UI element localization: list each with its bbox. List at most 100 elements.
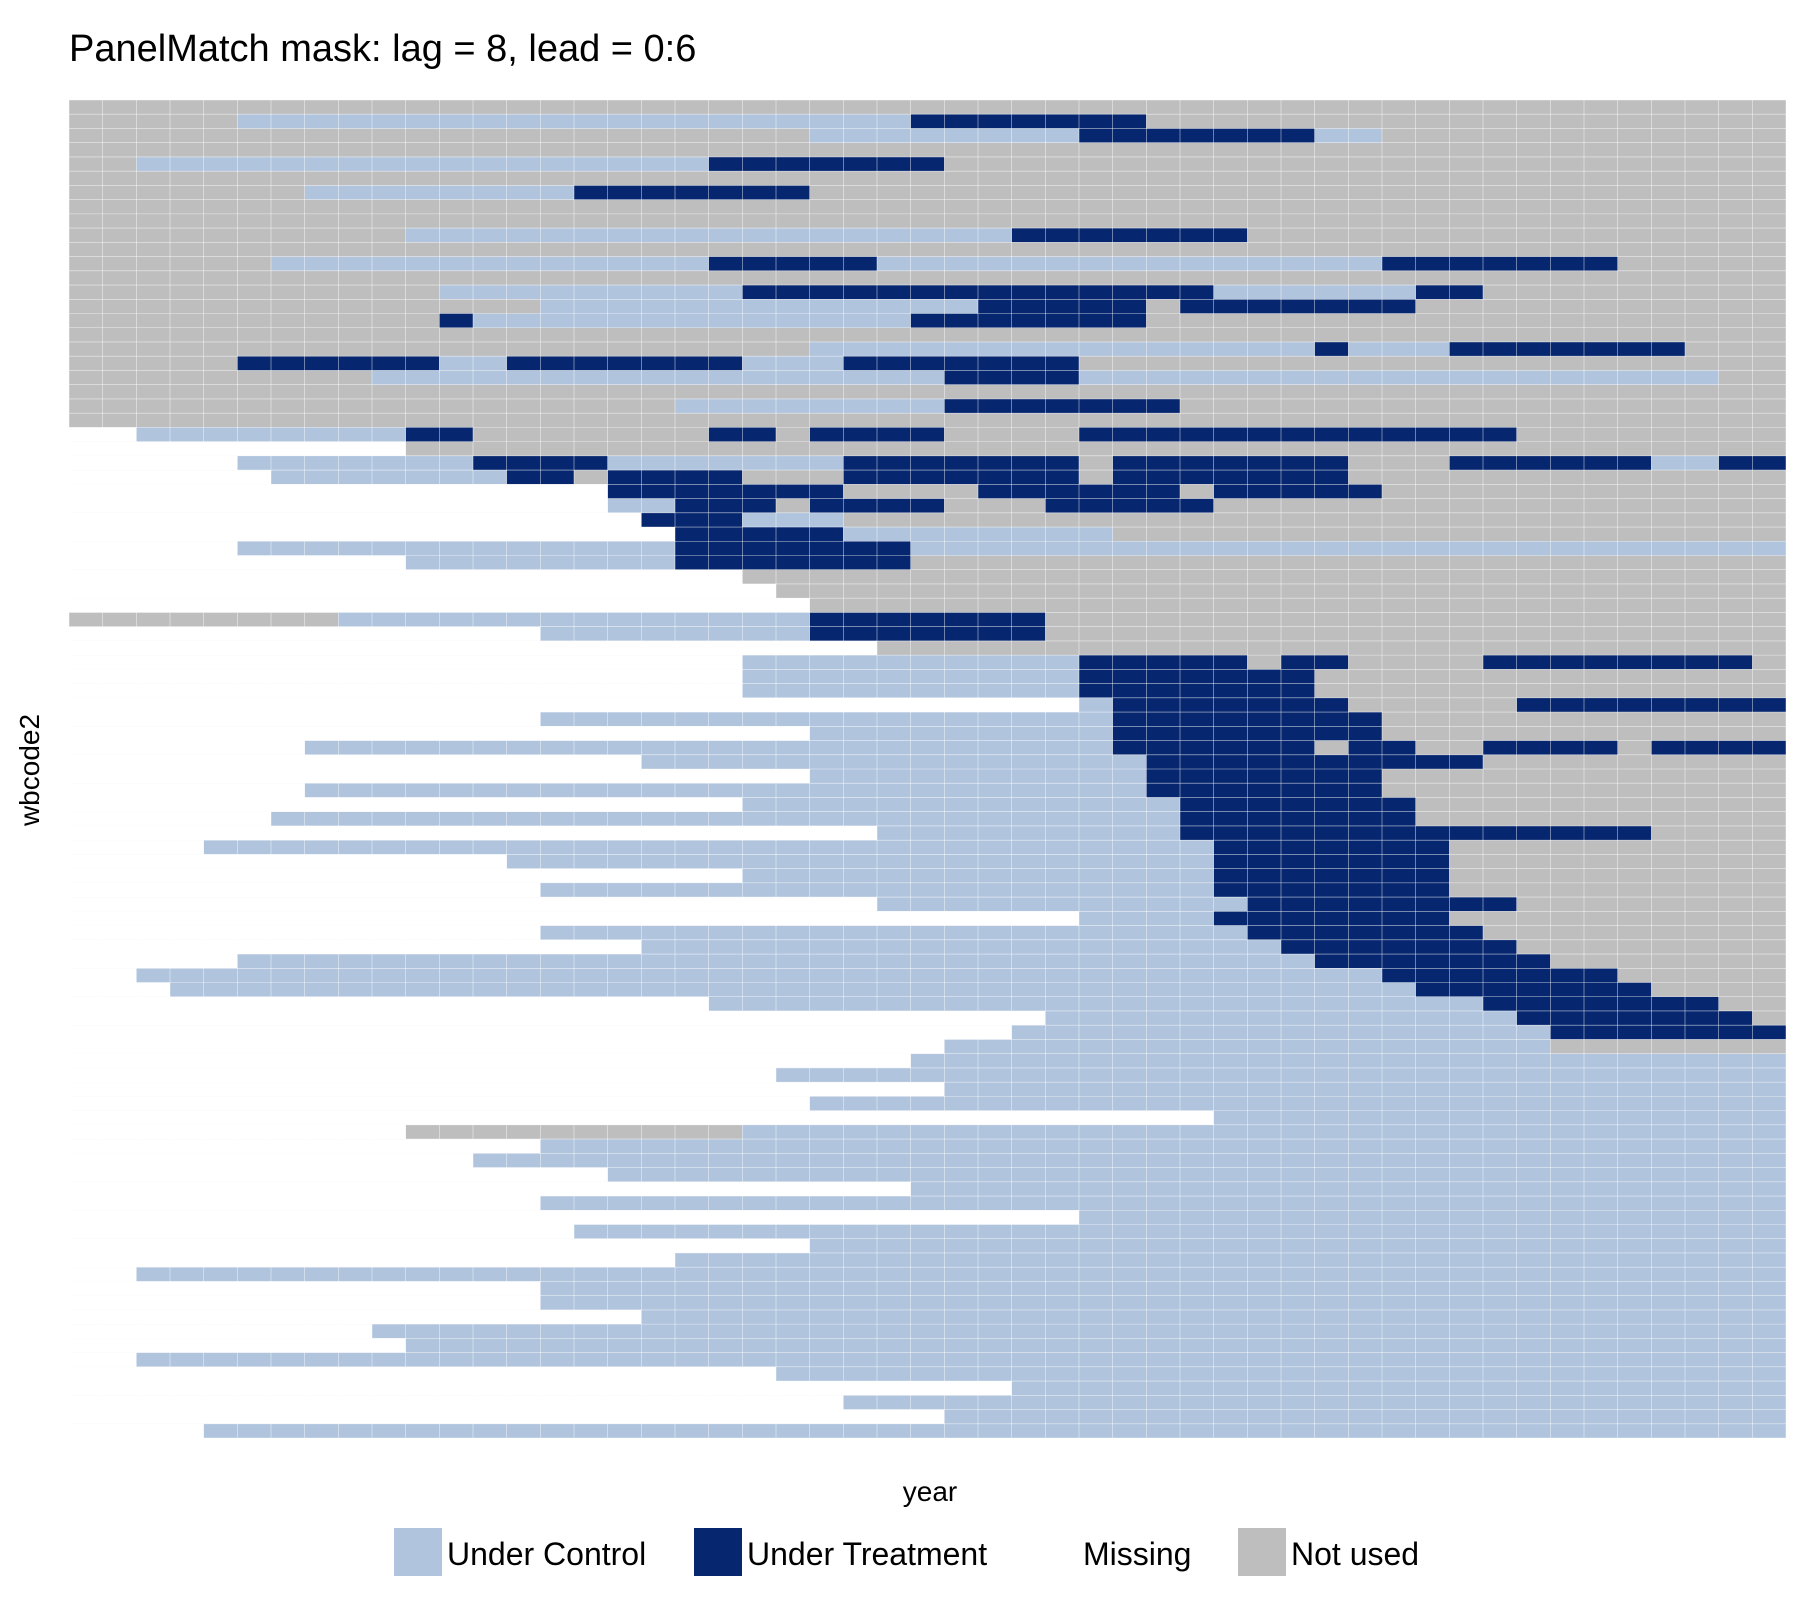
heatmap-cell-segment: [607, 1167, 1787, 1182]
heatmap-cell-segment: [1213, 911, 1450, 926]
heatmap-cell-segment: [1314, 954, 1551, 969]
heatmap-cell-segment: [1011, 1381, 1786, 1396]
heatmap-cell-segment: [641, 939, 1281, 955]
heatmap-cell-segment: [540, 1295, 1786, 1310]
heatmap-cell-segment: [271, 811, 1180, 826]
heatmap-cell-segment: [136, 1352, 1787, 1367]
heatmap-cell-segment: [69, 583, 776, 599]
heatmap-cell-segment: [1146, 769, 1180, 784]
heatmap-cell-segment: [1180, 825, 1416, 841]
heatmap-cell-segment: [708, 156, 945, 172]
heatmap-cell-segment: [843, 470, 1079, 485]
legend-swatch-not-used: [1238, 1528, 1286, 1576]
heatmap-gridlines: [68, 99, 1787, 1439]
legend-label-not-used: Not used: [1291, 1536, 1420, 1572]
heatmap-cell-segment: [271, 256, 709, 271]
heatmap-cell-segment: [1213, 484, 1382, 499]
heatmap-cell-segment: [1045, 498, 1214, 513]
heatmap-cell-segment: [69, 1309, 642, 1325]
heatmap-cell-segment: [809, 1096, 1786, 1111]
heatmap-cell-segment: [944, 398, 1180, 414]
heatmap-cell-segment: [1079, 669, 1315, 684]
heatmap-cell-segment: [69, 1053, 911, 1068]
heatmap-cell-segment: [69, 1324, 372, 1339]
heatmap-cell-segment: [69, 512, 642, 528]
heatmap-cell-segment: [203, 1423, 1786, 1438]
heatmap-cell-segment: [809, 612, 1046, 627]
heatmap-cell-segment: [1483, 996, 1719, 1011]
heatmap-cell-segment: [506, 854, 1214, 869]
heatmap-cell-segment: [1449, 341, 1685, 357]
heatmap-cell-segment: [540, 1139, 1786, 1154]
heatmap-cell-segment: [540, 1281, 1786, 1296]
heatmap-cell-segment: [1314, 341, 1349, 357]
heatmap-cell-segment: [1550, 1025, 1786, 1040]
heatmap-cell-segment: [607, 484, 844, 499]
heatmap-cell-segment: [1146, 754, 1315, 769]
heatmap-cell-segment: [877, 256, 1382, 271]
heatmap-cell-segment: [1079, 683, 1315, 698]
heatmap-cell-segment: [1180, 299, 1416, 314]
heatmap-cell-segment: [1213, 868, 1450, 883]
heatmap-cell-segment: [237, 455, 473, 471]
heatmap-cell-segment: [641, 512, 743, 528]
heatmap-cell-segment: [978, 299, 1147, 314]
heatmap-cell-segment: [69, 697, 1113, 713]
heatmap-cell-segment: [675, 541, 911, 556]
heatmap-cell-segment: [1382, 256, 1618, 271]
heatmap-cell-segment: [843, 356, 1079, 371]
heatmap-cell-segment: [136, 1267, 1787, 1282]
heatmap-cell-segment: [1079, 128, 1315, 143]
heatmap-cell-segment: [506, 356, 743, 371]
y-axis-label: wbcode2: [14, 713, 45, 827]
heatmap-cell-segment: [540, 299, 978, 314]
heatmap-cell-segment: [136, 156, 709, 172]
heatmap-cell-segment: [910, 114, 1147, 129]
heatmap-cell-segment: [675, 498, 776, 513]
heatmap-cell-segment: [237, 541, 675, 556]
legend-swatch-under-treatment: [694, 1528, 742, 1576]
heatmap-cell-segment: [742, 797, 1180, 812]
heatmap-cell-segment: [69, 1010, 1046, 1026]
legend-label-under-treatment: Under Treatment: [747, 1536, 988, 1572]
heatmap-cell-segment: [641, 754, 1147, 769]
heatmap-cell-segment: [69, 1395, 844, 1410]
heatmap-cell-segment: [1146, 783, 1382, 798]
heatmap-cell-segment: [1011, 228, 1248, 243]
heatmap-cell-segment: [1180, 811, 1416, 826]
heatmap-cell-segment: [809, 341, 1315, 357]
heatmap-cell-segment: [574, 185, 810, 200]
heatmap-cell-segment: [1247, 925, 1483, 940]
heatmap-cell-segment: [1079, 697, 1113, 713]
heatmap-cell-segment: [675, 527, 844, 542]
heatmap-cell-segment: [1213, 1110, 1786, 1125]
heatmap-cell-segment: [944, 1409, 1786, 1424]
heatmap-cell-segment: [136, 968, 1383, 983]
heatmap-cell-segment: [1281, 427, 1517, 442]
heatmap-cell-segment: [1079, 1210, 1786, 1225]
heatmap-cell-segment: [1213, 882, 1450, 898]
heatmap-cell-segment: [708, 256, 877, 271]
heatmap-cell-segment: [1314, 754, 1483, 769]
heatmap-cell-segment: [944, 1082, 1786, 1097]
heatmap-cell-segment: [877, 825, 1180, 841]
heatmap-cell-segment: [1382, 968, 1618, 983]
heatmap-cell-segment: [1281, 939, 1517, 955]
heatmap-cell-segment: [742, 1124, 1786, 1140]
heatmap-cell-segment: [809, 626, 1046, 641]
legend-label-missing: Missing: [1083, 1536, 1192, 1572]
heatmap-cell-segment: [439, 285, 743, 300]
heatmap-cell-segment: [439, 313, 473, 328]
heatmap-cell-segment: [1112, 470, 1349, 485]
heatmap-cell-segment: [170, 982, 1416, 997]
legend-label-under-control: Under Control: [447, 1536, 647, 1572]
heatmap-cell-segment: [69, 1366, 776, 1382]
heatmap-cell-segment: [1213, 854, 1450, 869]
heatmap-cell-segment: [405, 1338, 1786, 1353]
chart-title: PanelMatch mask: lag = 8, lead = 0:6: [69, 28, 697, 70]
heatmap-cell-segment: [877, 897, 1248, 912]
heatmap-cell-segment: [69, 1067, 776, 1083]
heatmap-cell-segment: [708, 996, 1483, 1011]
legend-swatch-under-control: [394, 1528, 442, 1576]
